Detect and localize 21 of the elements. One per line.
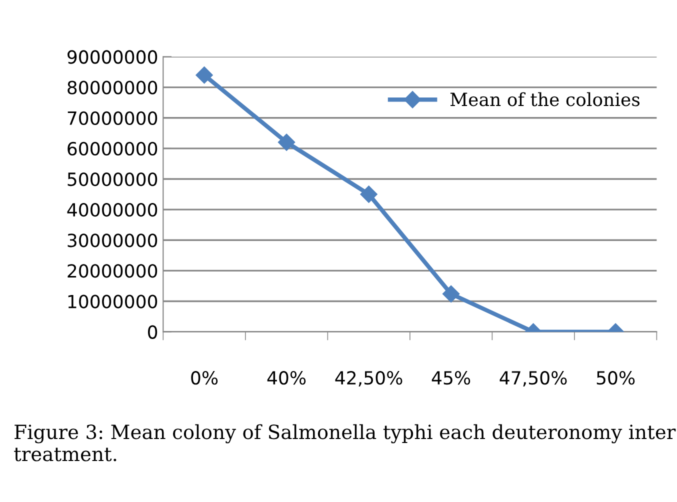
y-tick-label: 90000000 <box>68 50 158 64</box>
y-tick-label: 40000000 <box>67 203 158 217</box>
y-tick-label: 60000000 <box>68 142 158 156</box>
x-tick-label: 40% <box>267 371 306 385</box>
point <box>278 134 296 151</box>
y-tick-label: 80000000 <box>68 80 158 94</box>
y-tick-label: 0 <box>148 325 158 339</box>
y-tick-label: 50000000 <box>68 172 158 186</box>
y-tick-label: 70000000 <box>68 111 158 125</box>
point <box>196 66 213 84</box>
legend-label: Mean of the colonies <box>450 92 640 106</box>
x-tick-label: 42,50% <box>335 371 402 387</box>
y-tick-label: 10000000 <box>68 294 158 308</box>
y-tick-label: 30000000 <box>68 234 158 248</box>
x-tick-label: 45% <box>432 371 470 385</box>
caption: Figure 3: Mean colony of Salmonella typhi each deuteronomy inter treatment. <box>14 424 676 462</box>
x-tick-label: 47,50% <box>500 371 567 387</box>
x-tick-label: 50% <box>596 371 635 385</box>
x-tick-label: 0% <box>191 371 218 385</box>
point <box>360 186 378 203</box>
y-tick-label: 20000000 <box>68 264 158 278</box>
